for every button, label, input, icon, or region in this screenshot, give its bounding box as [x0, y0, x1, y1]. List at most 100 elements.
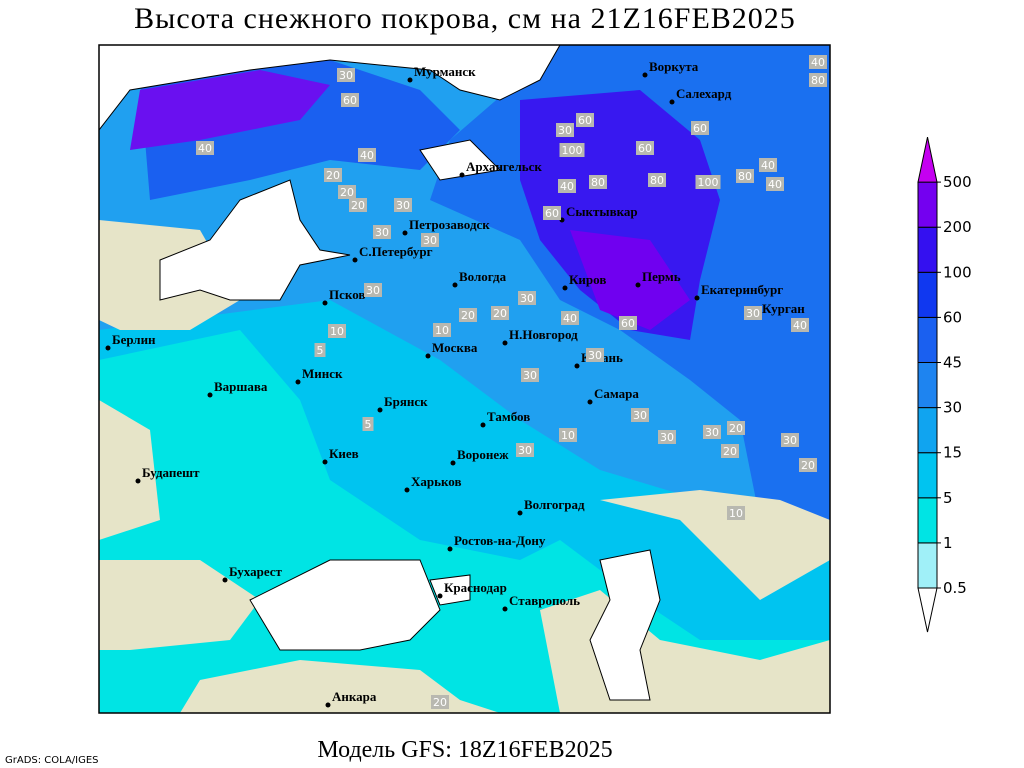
contour-label-box: [736, 169, 754, 183]
contour-label-box: [561, 311, 579, 325]
contour-label: 60: [638, 142, 652, 155]
contour-label-box: [421, 233, 439, 247]
contour-label: 30: [366, 284, 380, 297]
legend-swatch: [917, 271, 938, 318]
contour-label-box: [362, 417, 374, 431]
city-dot: [694, 295, 700, 301]
contour-label-box: [459, 308, 477, 322]
contour-label: 30: [396, 199, 410, 212]
city-dot: [452, 282, 458, 288]
contour-label: 20: [461, 309, 475, 322]
city-label: Варшава: [214, 379, 268, 394]
contour-label-box: [586, 348, 604, 362]
city-label: Самара: [594, 386, 639, 401]
contour-label: 40: [360, 149, 374, 162]
contour-label-box: [431, 695, 449, 709]
contour-label: 10: [330, 325, 344, 338]
contour-label-box: [373, 225, 391, 239]
contour-label-box: [314, 343, 326, 357]
city-label: Будапешт: [142, 465, 200, 480]
contour-label-box: [721, 444, 739, 458]
city-label: Сыктывкар: [566, 204, 638, 219]
city-dot: [517, 510, 523, 516]
contour-label: 40: [563, 312, 577, 325]
contour-label: 40: [761, 159, 775, 172]
white-sea: [419, 139, 502, 181]
contour-label-box: [809, 55, 827, 69]
city-dot: [450, 460, 456, 466]
contour-label: 100: [562, 144, 583, 157]
city-dot: [322, 300, 328, 306]
contour-label-box: [636, 141, 654, 155]
legend-label: 1: [943, 534, 953, 552]
city-dot: [635, 282, 641, 288]
city-dot: [222, 577, 228, 583]
legend-label: 100: [943, 263, 972, 281]
city-label: Пермь: [642, 269, 681, 284]
contour-label-box: [433, 323, 451, 337]
city-dot: [587, 399, 593, 405]
legend-label: 200: [943, 218, 972, 236]
city-label: Псков: [329, 287, 365, 302]
barents-sea: [99, 45, 561, 131]
contour-label: 80: [738, 170, 752, 183]
contour-label-box: [516, 443, 534, 457]
city-dot: [295, 379, 301, 385]
contour-label-box: [691, 121, 709, 135]
legend-label: 45: [943, 354, 962, 372]
contour-label: 40: [811, 56, 825, 69]
contour-label-box: [328, 324, 346, 338]
contour-label-box: [744, 306, 762, 320]
contour-label-box: [521, 368, 539, 382]
contour-label-box: [648, 173, 666, 187]
contour-label-box: [559, 143, 585, 157]
contour-label: 20: [729, 422, 743, 435]
city-label: Бухарест: [229, 564, 283, 579]
contour-label-box: [791, 318, 809, 332]
city-dot: [207, 392, 213, 398]
city-label: Тамбов: [487, 409, 530, 424]
city-label: Курган: [762, 301, 805, 316]
contour-label: 20: [340, 186, 354, 199]
snow-very-deep: [130, 70, 330, 150]
contour-label: 30: [705, 426, 719, 439]
legend-label: 15: [943, 444, 962, 462]
city-label: Берлин: [112, 332, 156, 347]
contour-label: 30: [588, 349, 602, 362]
black-sea: [249, 559, 441, 651]
baltic-sea: [159, 179, 351, 301]
contour-label-box: [491, 306, 509, 320]
legend-swatch: [917, 226, 938, 273]
city-label: Краснодар: [444, 580, 507, 595]
contour-label-box: [364, 283, 382, 297]
city-label: Мурманск: [414, 64, 476, 79]
city-label: Волгоград: [524, 497, 585, 512]
contour-label: 5: [365, 418, 372, 431]
legend-label: 5: [943, 489, 953, 507]
contour-label: 30: [375, 226, 389, 239]
title: Высота снежного покрова, см на 21Z16FEB2…: [134, 2, 796, 35]
city-dot: [562, 285, 568, 291]
legend-label: 500: [943, 173, 972, 191]
city-dot: [437, 593, 443, 599]
contour-label: 20: [433, 696, 447, 709]
caspian-sea: [589, 549, 661, 701]
contour-label: 30: [423, 234, 437, 247]
contour-label: 40: [793, 319, 807, 332]
contour-label-box: [394, 198, 412, 212]
contour-label-box: [337, 68, 355, 82]
contour-label-box: [809, 73, 827, 87]
legend-swatch: [917, 497, 938, 544]
city-dot: [322, 459, 328, 465]
city-dot: [352, 257, 358, 263]
city-dot: [425, 353, 431, 359]
city-dot: [669, 99, 675, 105]
contour-label: 60: [343, 94, 357, 107]
contour-label: 40: [768, 178, 782, 191]
contour-label: 30: [633, 409, 647, 422]
city-label: Москва: [432, 340, 478, 355]
city-label: Харьков: [411, 474, 462, 489]
city-label: Ставрополь: [509, 593, 580, 608]
contour-label: 10: [561, 429, 575, 442]
